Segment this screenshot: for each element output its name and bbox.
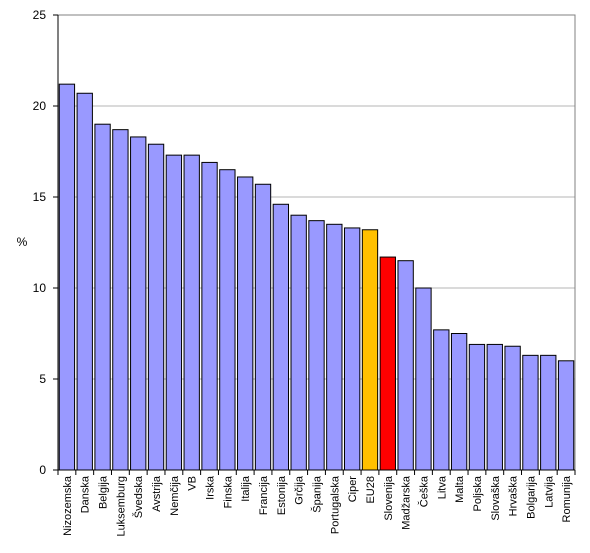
y-tick-label: 15: [33, 190, 47, 204]
x-category-label: EU28: [365, 476, 377, 504]
x-category-label: Bolgarija: [525, 475, 537, 519]
x-category-label: Avstrija: [151, 475, 163, 512]
x-category-label: Češka: [417, 475, 430, 507]
y-tick-label: 25: [33, 8, 47, 22]
y-tick-label: 10: [33, 281, 47, 295]
x-category-label: Španija: [311, 475, 324, 513]
bar-nemčija: [165, 154, 183, 471]
x-category-label: Irska: [205, 475, 217, 500]
x-category-label: Grčija: [294, 475, 306, 505]
bar-romunija: [557, 360, 575, 471]
bar-slovenija: [379, 256, 396, 471]
bar-nizozemska: [58, 83, 76, 471]
y-tick-label: 0: [39, 463, 46, 477]
x-category-label: Francija: [258, 475, 270, 515]
bar-avstrija: [147, 143, 165, 471]
x-category-label: Malta: [454, 475, 466, 503]
x-category-label: Slovenija: [383, 475, 395, 521]
x-category-label: Poljska: [472, 475, 484, 511]
bar-vb: [183, 154, 200, 471]
bar-belgija: [94, 123, 111, 471]
bar-irska: [201, 161, 218, 471]
bar-finska: [219, 169, 236, 471]
bar-eu28: [361, 229, 379, 471]
y-tick-label: 20: [33, 99, 47, 113]
x-category-label: Madžarska: [401, 475, 413, 530]
bar-italija: [237, 176, 254, 471]
x-category-label: Belgija: [98, 475, 110, 509]
x-category-label: Nemčija: [169, 475, 181, 516]
x-category-label: Luksemburg: [115, 476, 127, 537]
axes: [53, 14, 576, 475]
bar-luksemburg: [112, 129, 129, 471]
bars: [58, 83, 575, 471]
x-category-label: Finska: [222, 475, 234, 508]
bar-estonija: [272, 203, 290, 471]
bar-litva: [433, 329, 450, 471]
bar-francija: [254, 183, 272, 471]
y-tick-label: 5: [39, 372, 46, 386]
x-category-label: Švedska: [132, 475, 145, 518]
bar-bolgarija: [522, 354, 539, 471]
bar-češka: [415, 287, 432, 471]
bar-švedska: [130, 136, 147, 471]
x-category-label: VB: [187, 476, 199, 491]
bar-hrvaška: [504, 345, 521, 471]
bar-ciper: [343, 227, 361, 471]
x-category-label: Litva: [436, 475, 448, 499]
x-category-label: Romunija: [561, 475, 573, 522]
y-tick-labels: 0 5 10 15 20 25: [33, 8, 47, 477]
bar-madžarska: [397, 260, 414, 471]
x-category-label: Latvija: [543, 475, 555, 508]
bar-malta: [450, 333, 468, 471]
bar-danska: [76, 92, 93, 471]
bar-grčija: [290, 214, 307, 471]
x-category-label: Nizozemska: [62, 475, 74, 536]
x-category-label: Ciper: [347, 476, 359, 503]
x-category-label: Estonija: [276, 475, 288, 515]
x-category-label: Danska: [80, 475, 92, 513]
x-category-label: Italija: [240, 475, 252, 502]
bar-slovaška: [486, 343, 503, 471]
x-category-labels: Nizozemska Danska Belgija Luksemburg Švedska…: [62, 475, 573, 536]
bar-španija: [308, 220, 325, 471]
x-category-label: Hrvaška: [508, 475, 520, 516]
bar-poljska: [468, 343, 486, 471]
x-category-label: Portugalska: [329, 475, 341, 534]
bar-portugalska: [326, 223, 343, 471]
x-category-label: Slovaška: [490, 475, 502, 521]
y-axis-label: %: [17, 235, 28, 249]
bar-latvija: [540, 354, 557, 471]
